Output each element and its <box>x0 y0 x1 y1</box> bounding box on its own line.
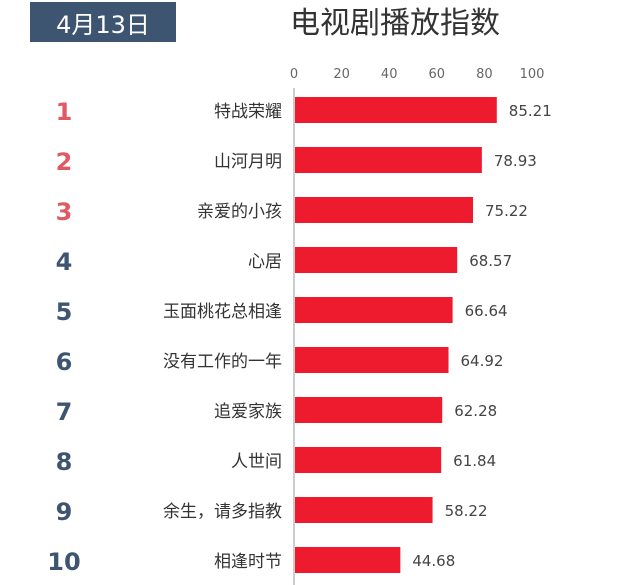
category-label: 余生，请多指教 <box>163 502 282 522</box>
value-label: 58.22 <box>445 502 488 520</box>
value-label: 44.68 <box>412 552 455 570</box>
bar <box>295 147 482 173</box>
value-label: 68.57 <box>469 252 512 270</box>
category-label: 山河月明 <box>214 152 282 172</box>
category-label: 特战荣耀 <box>214 102 282 122</box>
rank-number: 9 <box>56 498 73 526</box>
chart-title: 电视剧播放指数 <box>290 6 500 41</box>
date-label: 4月13日 <box>56 10 150 39</box>
x-tick-label: 60 <box>429 67 446 82</box>
value-label: 61.84 <box>453 452 496 470</box>
bar <box>295 397 443 423</box>
rank-number: 2 <box>56 148 73 176</box>
rank-number: 3 <box>56 198 73 226</box>
x-tick-label: 0 <box>290 67 298 82</box>
rank-number: 10 <box>47 548 80 576</box>
value-label: 75.22 <box>485 202 528 220</box>
bar <box>295 447 442 473</box>
x-tick-label: 100 <box>520 67 545 82</box>
bar <box>295 547 401 573</box>
rank-number: 6 <box>56 348 73 376</box>
x-tick-label: 80 <box>476 67 493 82</box>
value-label: 62.28 <box>454 402 497 420</box>
rank-number: 4 <box>56 248 73 276</box>
rank-number: 7 <box>56 398 73 426</box>
category-label: 人世间 <box>231 452 282 472</box>
value-label: 64.92 <box>461 352 504 370</box>
category-label: 没有工作的一年 <box>163 352 282 372</box>
category-label: 追爱家族 <box>214 402 282 422</box>
category-label: 亲爱的小孩 <box>197 202 282 222</box>
value-label: 66.64 <box>465 302 508 320</box>
rank-number: 8 <box>56 448 73 476</box>
category-label: 玉面桃花总相逢 <box>163 302 282 322</box>
x-tick-label: 40 <box>381 67 398 82</box>
bar <box>295 97 497 123</box>
bar <box>295 297 453 323</box>
bar <box>295 347 449 373</box>
category-label: 心居 <box>248 252 282 272</box>
bar <box>295 497 433 523</box>
rank-number: 1 <box>56 98 73 126</box>
rank-number: 5 <box>56 298 73 326</box>
value-label: 85.21 <box>509 102 552 120</box>
x-tick-label: 20 <box>333 67 350 82</box>
bar <box>295 197 474 223</box>
date-badge: 4月13日 <box>30 2 176 42</box>
value-label: 78.93 <box>494 152 537 170</box>
category-label: 相逢时节 <box>214 552 282 572</box>
bar <box>295 247 458 273</box>
